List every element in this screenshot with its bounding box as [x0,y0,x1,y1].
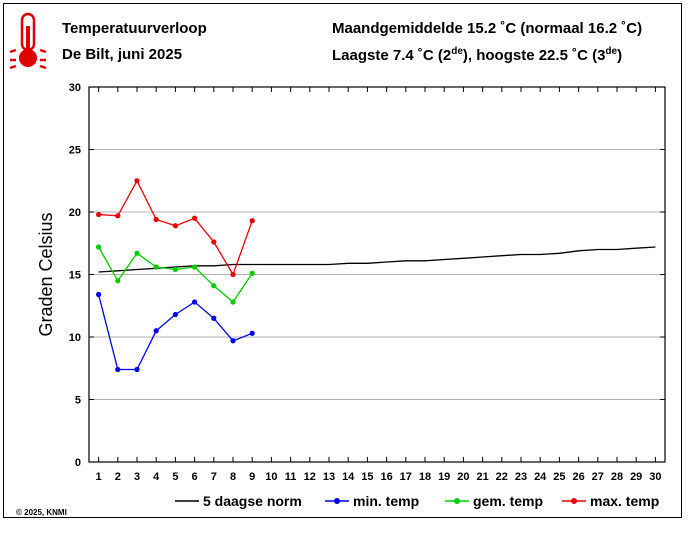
x-tick-label: 21 [476,471,488,483]
legend-label-min: min. temp [353,493,419,509]
data-point-max [115,213,121,219]
x-tick-label: 13 [323,471,335,483]
x-tick-label: 27 [592,471,604,483]
y-tick-label: 5 [75,395,81,407]
data-point-max [96,211,102,218]
x-tick-label: 24 [534,471,547,483]
data-point-min [192,299,198,305]
data-point-mean [249,270,255,276]
x-tick-label: 15 [361,471,373,483]
data-point-mean [153,264,159,270]
x-tick-label: 9 [249,471,255,483]
data-point-max [249,218,255,224]
month-mean-text: Maandgemiddelde 15.2 ˚C (normaal 16.2 ˚C… [332,20,643,37]
chart-frame: Temperatuurverloop De Bilt, juni 2025 Ma… [3,3,682,518]
x-tick-label: 5 [172,471,178,483]
x-tick-label: 4 [153,471,160,483]
x-tick-label: 16 [380,471,392,483]
y-tick-label: 20 [69,207,81,219]
x-tick-label: 20 [457,471,469,483]
legend-label-max: max. temp [590,493,659,509]
data-point-mean [96,244,102,250]
data-point-max [211,239,217,245]
series-line-min [97,294,253,371]
data-point-mean [172,266,178,273]
data-point-max [153,216,159,223]
x-tick-label: 14 [342,471,355,483]
data-point-mean [115,278,121,284]
x-tick-label: 2 [115,471,121,483]
y-tick-label: 10 [69,332,81,344]
plot-area [88,86,666,463]
x-tick-label: 17 [400,471,412,483]
extremes-mid: ), hoogste 22.5 ˚C (3 [462,47,606,64]
x-tick-label: 7 [211,471,217,483]
y-tick-label: 25 [69,145,81,157]
x-tick-label: 25 [553,471,565,483]
data-point-min [172,311,178,318]
data-point-min [134,366,140,373]
x-tick-label: 18 [419,471,431,483]
x-tick-label: 8 [230,471,236,483]
x-tick-label: 1 [96,471,102,483]
x-tick-label: 6 [192,471,198,483]
data-point-max [192,215,198,221]
data-point-min [211,315,217,321]
y-tick-label: 30 [69,82,81,94]
data-point-min [249,330,255,336]
data-point-mean [134,250,140,256]
data-point-max [172,223,178,229]
legend-label-norm: 5 daagse norm [203,493,302,509]
x-tick-label: 22 [496,471,508,483]
legend-marker-mean [454,498,460,504]
x-tick-label: 28 [611,471,623,483]
data-point-max [230,271,236,278]
data-point-mean [211,283,217,289]
extremes-high-sup: de [605,46,618,57]
chart-title: Temperatuurverloop [62,20,207,37]
x-tick-label: 30 [649,471,661,483]
x-tick-label: 12 [304,471,316,483]
legend-label-mean: gem. temp [473,493,543,509]
series-line-norm [98,246,656,273]
y-tick-label: 15 [69,270,81,282]
x-tick-label: 26 [572,471,584,483]
data-point-mean [230,299,236,305]
chart-subtitle: De Bilt, juni 2025 [62,46,183,63]
data-point-min [96,291,102,298]
extremes-low: Laagste 7.4 ˚C (2 [332,47,452,64]
legend-marker-min [334,498,340,504]
extremes-low-sup: de [451,46,463,57]
data-point-min [115,366,121,373]
thermometer-icon [9,12,47,70]
data-point-mean [192,264,198,270]
data-point-min [153,328,159,334]
x-tick-label: 10 [265,471,277,483]
x-tick-label: 19 [438,471,450,483]
x-tick-label: 11 [285,471,297,483]
x-tick-label: 23 [515,471,527,483]
x-tick-label: 29 [630,471,642,483]
x-tick-label: 3 [134,471,140,483]
extremes-end: ) [617,47,623,64]
y-axis-label: Graden Celsius [36,212,56,336]
copyright: © 2025, KNMI [16,508,67,517]
data-point-min [230,338,236,344]
data-point-max [134,178,140,184]
y-tick-label: 0 [75,457,81,469]
extremes-text: Laagste 7.4 ˚C (2de), hoogste 22.5 ˚C (3… [332,46,622,64]
legend-marker-max [571,498,577,504]
